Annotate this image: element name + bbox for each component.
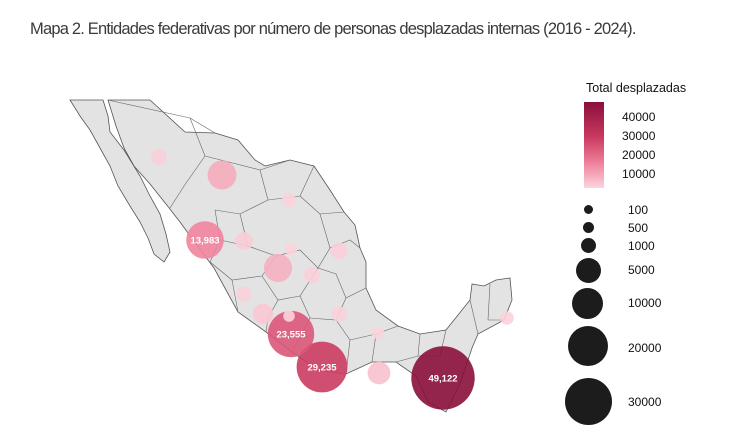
size-label-20000: 20000 [628,341,662,355]
state-bubble [151,149,167,165]
state-bubble [252,303,274,325]
state-bubble [367,361,391,385]
size-dot-10000 [572,288,603,319]
size-label-100: 100 [628,203,649,217]
state-bubble [207,160,237,190]
size-dot-20000 [568,326,608,366]
bubble-value-label: 13,983 [190,236,219,247]
size-label-500: 500 [628,221,649,235]
state-bubble [500,311,514,325]
size-dot-1000 [581,238,596,253]
legend-colorbar [584,102,604,188]
state-bubble [304,267,320,283]
size-label-1000: 1000 [628,239,655,253]
state-bubble [281,192,297,208]
state-bubble [371,326,385,340]
state-bubble [331,306,347,322]
colorbar-tick-10000: 10000 [622,167,656,181]
bubble-layer: 49,122 29,235 23,555 13,983 [151,149,514,410]
colorbar-tick-20000: 20000 [622,148,656,162]
state-bubble [267,310,315,358]
bubble-value-label: 49,122 [428,374,457,385]
state-bubble [283,310,295,322]
bubble-value-label: 23,555 [276,330,306,341]
size-dot-100 [584,205,593,214]
map-title: Mapa 2. Entidades federativas por número… [30,20,636,38]
state-bubble [235,232,253,250]
state-bubble [263,253,293,283]
size-label-10000: 10000 [628,296,662,310]
colorbar-tick-40000: 40000 [622,110,656,124]
colorbar-tick-30000: 30000 [622,129,656,143]
state-bubble [186,221,224,259]
size-dot-5000 [576,258,601,283]
state-bubble [296,341,348,393]
state-bubble [411,346,475,410]
size-label-5000: 5000 [628,263,655,277]
state-bubble [330,242,348,260]
state-bubble [236,286,252,302]
legend-color-title: Total desplazadas [586,81,687,95]
size-label-30000: 30000 [628,395,662,409]
state-bubble [284,242,298,256]
bubble-value-label: 29,235 [307,363,337,374]
size-dot-30000 [565,378,612,425]
size-dot-500 [583,222,594,233]
baja-peninsula [69,99,171,263]
